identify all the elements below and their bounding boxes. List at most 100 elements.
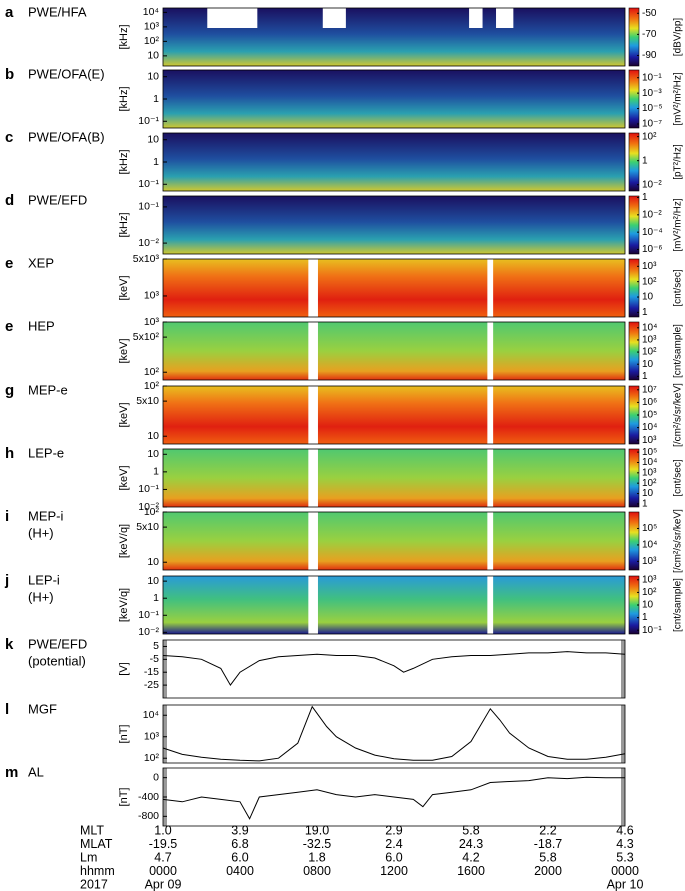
colorbar xyxy=(628,69,640,129)
ephemeris-value: 6.8 xyxy=(231,837,248,851)
y-tick-label: 10 xyxy=(147,430,159,442)
y-tick-label: 10³ xyxy=(144,316,160,328)
spectrogram xyxy=(163,196,625,254)
y-tick-label: 5x10 xyxy=(136,395,159,407)
colorbar-label: [cnt/sample] xyxy=(673,578,684,632)
panel-edge xyxy=(621,640,625,698)
colorbar xyxy=(628,511,640,571)
colorbar xyxy=(628,321,640,381)
y-tick-label: 1 xyxy=(153,466,159,478)
panel-title: (potential) xyxy=(28,653,86,668)
colorbar-tick-label: -90 xyxy=(642,50,657,61)
y-axis-label: [nT] xyxy=(118,725,130,744)
y-tick-label: 10² xyxy=(144,380,160,392)
y-tick-label: 5x10 xyxy=(136,521,159,533)
y-tick-label: 10 xyxy=(147,50,159,62)
y-tick-label: -800 xyxy=(138,810,159,822)
y-tick-label: 10⁻² xyxy=(138,501,159,513)
colorbar-tick-label: 10³ xyxy=(642,335,657,346)
ephemeris-label: MLAT xyxy=(80,837,113,851)
panel-title: XEP xyxy=(28,255,54,270)
y-tick-label: 10³ xyxy=(144,731,160,743)
data-gap xyxy=(469,8,483,28)
panel-letter: g xyxy=(5,382,14,399)
colorbar-tick-label: 10⁷ xyxy=(642,384,657,395)
panel-title: LEP-i xyxy=(28,572,60,587)
colorbar-tick-label: 10³ xyxy=(642,574,657,585)
panel-title: MEP-i xyxy=(28,508,64,523)
colorbar-tick-label: 10⁵ xyxy=(642,447,657,458)
colorbar-label: [mV²/m²/Hz] xyxy=(673,198,684,252)
spectrogram xyxy=(163,322,625,380)
plot-frame xyxy=(162,195,626,255)
colorbar-tick-label: 10⁻⁴ xyxy=(642,227,663,238)
line-series xyxy=(162,776,625,820)
y-axis-label: [V] xyxy=(118,662,130,675)
plot-frame xyxy=(162,7,626,67)
y-tick-label: 10⁻¹ xyxy=(138,201,159,213)
data-gap xyxy=(308,259,318,317)
y-tick-label: 0 xyxy=(153,771,159,783)
y-axis-label: [keV] xyxy=(118,402,130,427)
panel-title: AL xyxy=(28,764,44,779)
data-gap xyxy=(487,259,494,317)
panel-title: PWE/OFA(E) xyxy=(28,66,105,81)
colorbar-tick-label: 10 xyxy=(642,359,654,370)
spectrogram xyxy=(163,386,625,444)
panel-edge xyxy=(163,640,167,698)
y-tick-label: 10⁴ xyxy=(143,6,159,18)
y-tick-label: 10³ xyxy=(144,290,160,302)
colorbar-tick-label: 10 xyxy=(642,488,654,499)
colorbar-tick-label: 10⁻⁷ xyxy=(642,119,662,130)
colorbar xyxy=(628,448,640,508)
spectrogram xyxy=(163,259,625,317)
ephemeris-value: 1.0 xyxy=(154,823,171,837)
panel-edge xyxy=(621,705,625,763)
colorbar-tick-label: -50 xyxy=(642,8,657,19)
spectrogram xyxy=(163,512,625,570)
colorbar-tick-label: 10⁴ xyxy=(642,540,657,551)
colorbar-tick-label: 10⁻¹ xyxy=(642,625,662,636)
ephemeris-label: hhmm xyxy=(80,864,115,878)
colorbar-label: [pT²/Hz] xyxy=(673,144,684,180)
colorbar-tick-label: 1 xyxy=(642,371,648,382)
data-gap xyxy=(308,512,318,570)
plot-frame xyxy=(162,258,626,318)
panel-title: MEP-e xyxy=(28,382,68,397)
ephemeris-value: 5.3 xyxy=(616,850,633,864)
y-tick-label: 10 xyxy=(147,448,159,460)
y-tick-label: 10 xyxy=(147,575,159,587)
plot-frame xyxy=(162,385,626,445)
y-axis-label: [keV] xyxy=(118,465,130,490)
ephemeris-value: -32.5 xyxy=(303,837,332,851)
colorbar-tick-label: -70 xyxy=(642,29,657,40)
panel-letter: e xyxy=(5,318,13,335)
y-tick-label: -15 xyxy=(144,666,159,678)
colorbar-tick-label: 1 xyxy=(642,155,648,166)
colorbar-tick-label: 10² xyxy=(642,478,657,489)
panel-letter: h xyxy=(5,445,14,462)
data-gap xyxy=(308,322,318,380)
y-tick-label: 10³ xyxy=(144,21,160,33)
data-gap xyxy=(487,449,494,507)
ephemeris-value: 4.7 xyxy=(154,850,171,864)
ephemeris-value: 1.8 xyxy=(308,850,325,864)
ephemeris-value: 0400 xyxy=(226,864,254,878)
colorbar-label: [cnt/sec] xyxy=(673,269,684,306)
panel-title: (H+) xyxy=(28,525,54,540)
panel-letter: l xyxy=(5,701,9,718)
y-tick-label: -25 xyxy=(144,679,159,691)
plot-frame xyxy=(162,321,626,381)
colorbar-tick-label: 1 xyxy=(642,499,648,510)
data-gap xyxy=(487,386,494,444)
ephemeris-value: Apr 09 xyxy=(145,877,182,891)
panel-letter: d xyxy=(5,192,14,209)
y-tick-label: 10² xyxy=(144,366,160,378)
ephemeris-value: 2000 xyxy=(534,864,562,878)
spectrogram xyxy=(163,449,625,507)
colorbar-tick-label: 10 xyxy=(642,292,654,303)
line-series xyxy=(162,705,626,762)
panel-letter: c xyxy=(5,129,13,146)
colorbar xyxy=(628,7,640,67)
colorbar-label: [/cm²/s/sr/keV] xyxy=(673,509,684,573)
